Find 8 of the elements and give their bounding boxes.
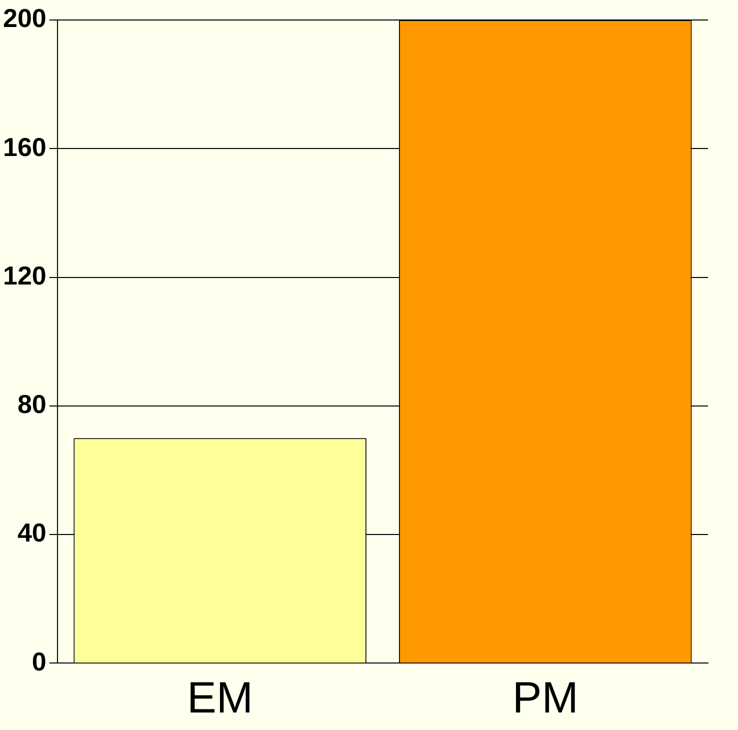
y-tick-label: 40 <box>17 518 46 548</box>
y-tick-label: 200 <box>2 3 46 34</box>
y-tick-label: 160 <box>2 132 46 162</box>
y-tick-label: 120 <box>2 260 46 290</box>
y-tick-label: 0 <box>32 646 46 676</box>
y-tick-label: 80 <box>17 389 46 420</box>
x-tick-label: EM <box>187 674 254 723</box>
x-tick-label: PM <box>512 674 578 723</box>
